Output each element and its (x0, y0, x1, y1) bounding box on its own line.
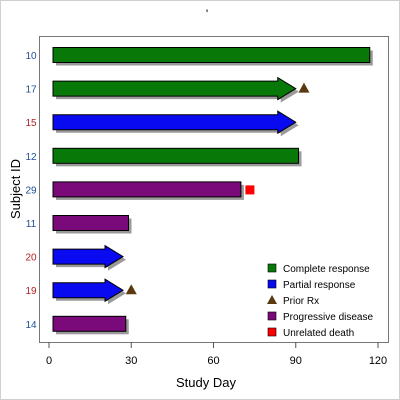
y-tick-label-29: 29 (25, 185, 37, 196)
y-tick-label-17: 17 (25, 85, 37, 96)
y-tick-labels: 10 17 15 12 29 11 20 19 14 (25, 51, 37, 331)
event-prior-rx-17 (298, 82, 310, 93)
event-unrelated-death-29 (245, 185, 255, 195)
subject-bar-15 (52, 110, 299, 137)
y-tick-label-14: 14 (25, 320, 37, 331)
bar-arrow (52, 76, 297, 101)
y-tick-label-11: 11 (26, 219, 37, 230)
legend-label: Complete response (283, 264, 370, 275)
bar-rect (52, 315, 127, 332)
chart-title: ' (206, 7, 208, 21)
events-layer (125, 82, 310, 295)
subject-bar-19 (52, 278, 127, 305)
x-tick-label-0: 0 (46, 355, 52, 367)
legend-swatch (267, 311, 277, 321)
legend-swatch (267, 295, 277, 304)
subject-bar-10 (52, 47, 373, 66)
x-axis: 0 30 60 90 120 (46, 342, 387, 367)
bar-rect (52, 181, 242, 198)
subject-bar-11 (52, 215, 132, 234)
x-axis-label: Study Day (176, 375, 236, 390)
legend-label: Prior Rx (283, 296, 319, 307)
bars-layer (52, 47, 373, 335)
x-tick-label-90: 90 (290, 355, 302, 367)
x-tick-label-60: 60 (207, 355, 219, 367)
event-prior-rx-19 (125, 284, 137, 295)
subject-bar-17 (52, 76, 299, 103)
bar-arrow (52, 278, 124, 303)
y-tick-label-10: 10 (25, 51, 37, 62)
legend-swatch (267, 327, 277, 337)
x-tick-label-120: 120 (369, 355, 387, 367)
bar-rect (52, 47, 371, 63)
legend-swatch (267, 263, 277, 273)
subject-bar-14 (52, 315, 129, 335)
legend-label: Progressive disease (283, 312, 373, 323)
bar-arrow (52, 244, 124, 269)
bar-rect (52, 215, 130, 231)
y-axis-label: Subject ID (8, 159, 23, 219)
subject-bar-20 (52, 244, 127, 271)
subject-bar-29 (52, 181, 244, 200)
legend-item-3: Progressive disease (267, 311, 373, 323)
y-tick-label-12: 12 (25, 152, 37, 163)
legend-item-1: Partial response (267, 279, 356, 291)
legend-item-0: Complete response (267, 263, 370, 275)
legend-item-4: Unrelated death (267, 327, 354, 339)
bar-rect (52, 147, 299, 164)
x-tick-label-30: 30 (125, 355, 137, 367)
y-tick-label-19: 19 (25, 286, 37, 297)
legend-label: Unrelated death (283, 328, 354, 339)
legend-swatch (267, 279, 277, 289)
legend-item-2: Prior Rx (267, 295, 319, 307)
bar-arrow (52, 110, 297, 135)
y-tick-label-15: 15 (25, 118, 37, 129)
y-tick-label-20: 20 (25, 253, 37, 264)
legend: Complete response Partial response Prior R… (267, 263, 373, 339)
legend-label: Partial response (283, 280, 356, 291)
subject-bar-12 (52, 147, 302, 167)
